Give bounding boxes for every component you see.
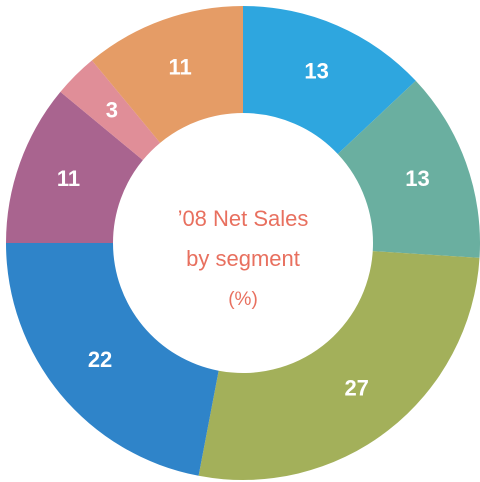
slice	[243, 6, 416, 155]
data-label: 13	[304, 59, 328, 84]
data-label: 11	[57, 166, 80, 191]
slice	[60, 60, 161, 161]
chart-title: by segment	[186, 246, 300, 271]
slice	[91, 6, 243, 143]
data-label: 27	[344, 375, 368, 400]
slice	[337, 80, 480, 258]
data-label: 11	[169, 54, 192, 79]
data-label: 13	[405, 166, 429, 191]
data-label: 22	[88, 347, 112, 372]
data-label: 3	[106, 98, 118, 123]
slice	[6, 91, 143, 243]
chart-subtitle: (%)	[228, 289, 258, 310]
slice	[6, 243, 219, 476]
chart-title: ’08 Net Sales	[178, 206, 309, 231]
slice	[198, 251, 480, 481]
